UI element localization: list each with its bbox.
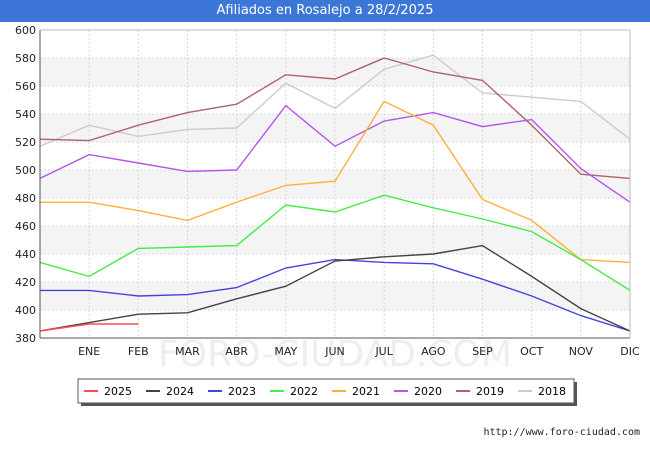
y-tick-label: 440 <box>15 248 36 261</box>
y-tick-label: 460 <box>15 220 36 233</box>
y-tick-label: 500 <box>15 164 36 177</box>
series-line-2019 <box>39 57 631 180</box>
watermark: FORO-CIUDAD.COM <box>158 334 512 375</box>
legend-label-2018: 2018 <box>538 385 566 398</box>
x-tick-label: MAY <box>274 345 297 358</box>
x-tick-label: JUL <box>374 345 393 358</box>
axes: 380 400 420 440 460 480 500 520 540 560 580 600 ENE F… <box>15 24 640 358</box>
legend-box <box>77 378 575 404</box>
x-tick-label: NOV <box>569 345 594 358</box>
x-tick-label: OCT <box>520 345 543 358</box>
y-tick-label: 400 <box>15 304 36 317</box>
x-tick-label: JUN <box>324 345 345 358</box>
series-line-2023 <box>40 258 631 332</box>
x-tick-label: DIC <box>620 345 640 358</box>
y-tick-label: 580 <box>15 52 36 65</box>
legend-label-2025: 2025 <box>104 385 132 398</box>
y-tick-label: 480 <box>15 192 36 205</box>
legend: 2025 2024 2023 2022 2021 2020 2019 2018 <box>77 378 577 406</box>
series-line-2022 <box>39 194 631 291</box>
chart-title: Afiliados en Rosalejo a 28/2/2025 <box>0 0 650 22</box>
legend-label-2024: 2024 <box>166 385 194 398</box>
y-tick-label: 540 <box>15 108 36 121</box>
y-tick-label: 420 <box>15 276 36 289</box>
x-tick-label: FEB <box>128 345 149 358</box>
legend-label-2020: 2020 <box>414 385 442 398</box>
x-tick-label: ENE <box>78 345 100 358</box>
y-tick-label: 520 <box>15 136 36 149</box>
series-line-2018 <box>39 54 631 147</box>
y-tick-label: 600 <box>15 24 36 37</box>
y-tick-label: 380 <box>15 332 36 345</box>
legend-label-2019: 2019 <box>476 385 504 398</box>
legend-label-2023: 2023 <box>228 385 256 398</box>
series-line-2025 <box>39 323 139 332</box>
x-tick-label: ABR <box>225 345 248 358</box>
legend-label-2022: 2022 <box>290 385 318 398</box>
series-line-2024 <box>39 244 631 332</box>
x-tick-label: MAR <box>175 345 200 358</box>
series-line-2021 <box>40 100 631 264</box>
y-tick-label: 560 <box>15 80 36 93</box>
source-url: http://www.foro-ciudad.com <box>483 427 640 438</box>
series-line-2020 <box>39 104 631 203</box>
x-tick-label: AGO <box>421 345 446 358</box>
legend-label-2021: 2021 <box>352 385 380 398</box>
x-tick-label: SEP <box>472 345 493 358</box>
series-lines <box>39 54 631 332</box>
